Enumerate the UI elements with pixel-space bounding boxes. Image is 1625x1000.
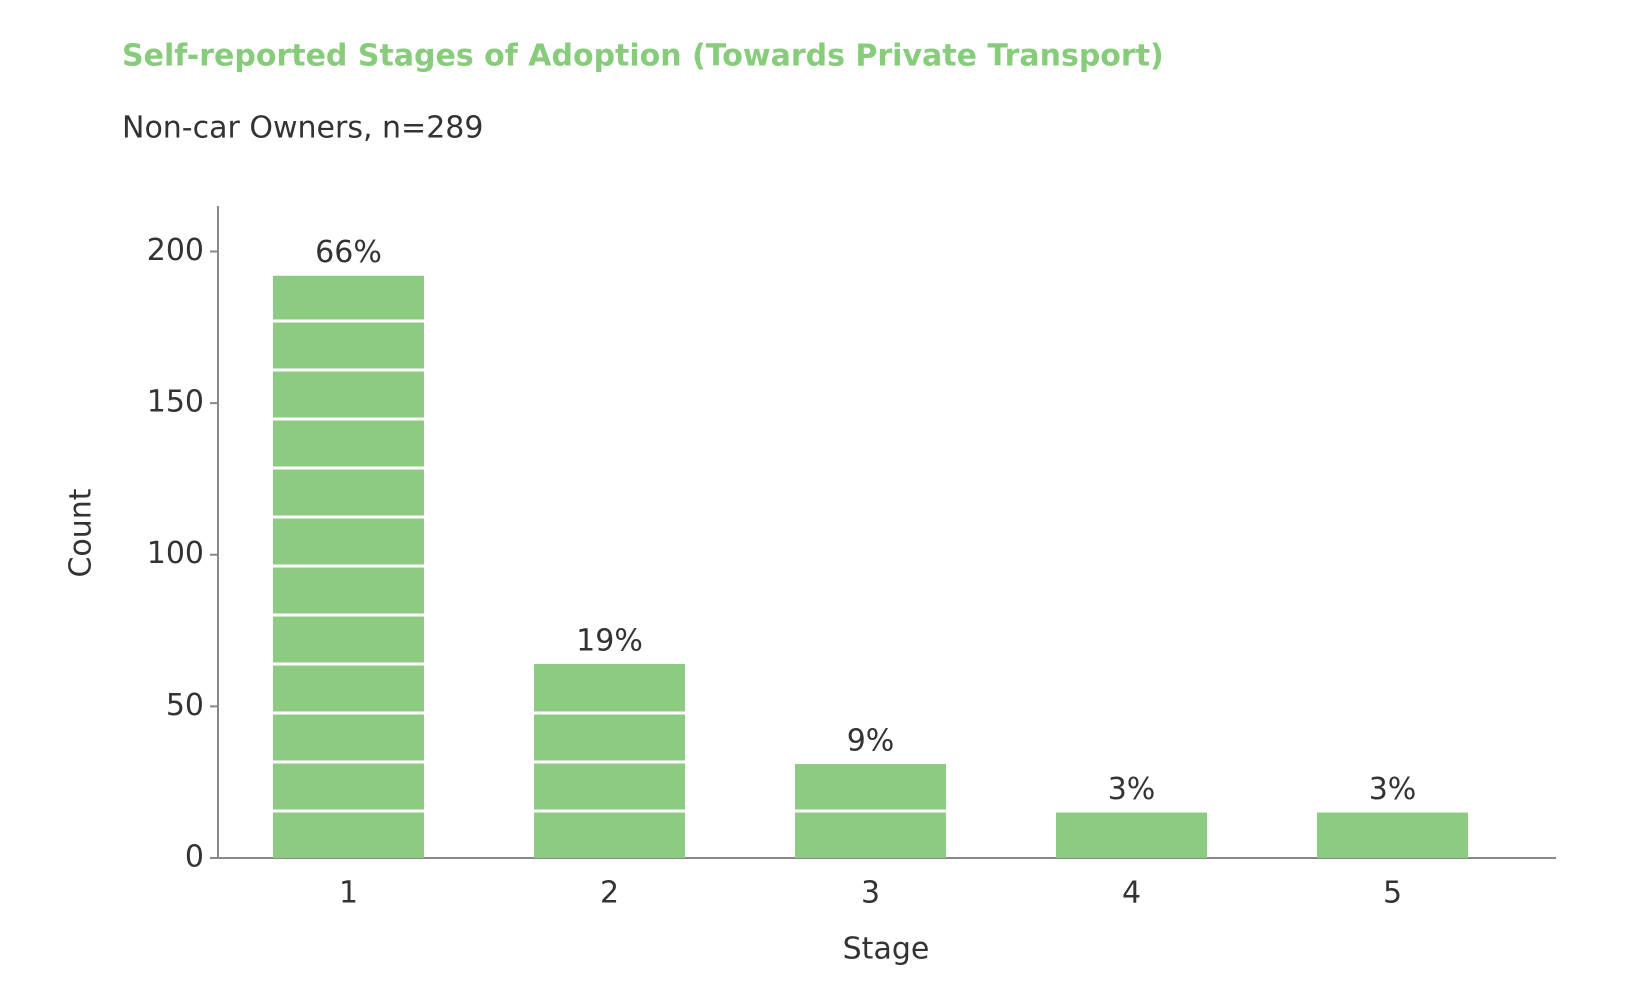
chart-title: Self-reported Stages of Adoption (Toward… [122,39,1164,74]
bar-annotation: 3% [1108,772,1156,807]
bar-annotation: 19% [576,623,643,658]
y-tick-label: 50 [166,688,204,723]
x-tick-label: 1 [339,876,358,911]
x-tick-label: 5 [1383,876,1402,911]
bar-annotation: 9% [847,723,895,758]
bar [1056,812,1207,858]
x-tick-label: 3 [861,876,880,911]
y-tick-label: 150 [147,385,204,420]
y-axis-label: Count [64,488,99,577]
x-axis-label: Stage [843,932,930,967]
x-tick-label: 2 [600,876,619,911]
bar-annotation: 3% [1369,772,1417,807]
y-tick-label: 100 [147,536,204,571]
bar [1317,812,1468,858]
bar-annotation: 66% [315,235,382,270]
chart-subtitle: Non-car Owners, n=289 [122,111,483,146]
y-tick-label: 200 [147,233,204,268]
x-tick-label: 4 [1122,876,1141,911]
y-tick-label: 0 [185,840,204,875]
